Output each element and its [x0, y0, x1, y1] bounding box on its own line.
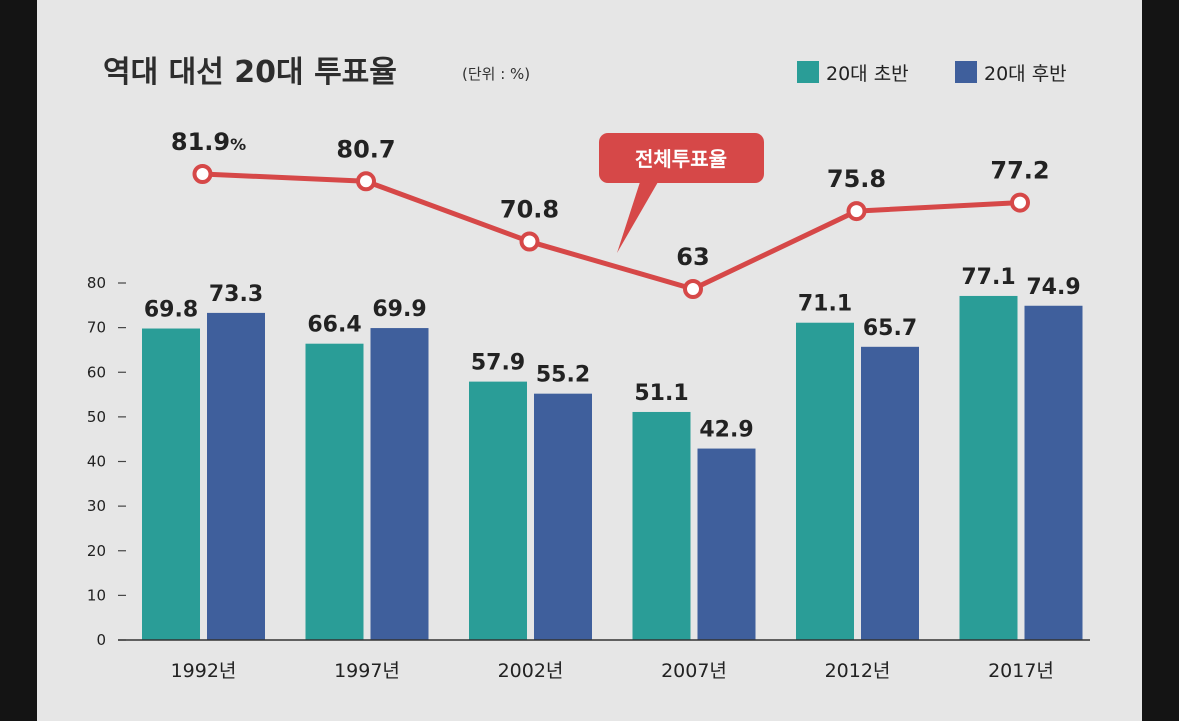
x-tick-label: 1992년 — [171, 660, 237, 682]
bars — [142, 295, 1083, 640]
bar-early-20s — [142, 328, 200, 640]
bar-value-label-late-20s: 69.9 — [372, 297, 426, 322]
total-turnout-value-label: 77.2 — [990, 157, 1049, 185]
bar-value-label-late-20s: 65.7 — [863, 316, 917, 341]
total-turnout-point — [192, 164, 213, 184]
bar-early-20s — [796, 322, 854, 640]
bar-value-label-late-20s: 73.3 — [209, 282, 263, 307]
bar-early-20s — [959, 295, 1018, 640]
y-tick-label: 10 — [87, 586, 106, 604]
bar-value-label-early-20s: 51.1 — [634, 381, 688, 406]
total-turnout-value-label: 81.9% — [171, 128, 246, 156]
bar-late-20s — [697, 448, 756, 640]
total-turnout-callout: 전체투표율 — [599, 133, 764, 253]
total-turnout-value-label: 75.8 — [827, 165, 886, 193]
bar-late-20s — [370, 328, 429, 640]
bar-value-label-late-20s: 74.9 — [1026, 275, 1080, 300]
callout-label: 전체투표율 — [635, 147, 727, 171]
legend-label-early-20s: 20대 초반 — [826, 63, 909, 85]
bar-early-20s — [469, 381, 527, 640]
x-tick-label: 2012년 — [825, 660, 891, 682]
bar-value-label-early-20s: 77.1 — [961, 265, 1015, 290]
y-tick-label: 60 — [87, 363, 106, 381]
bar-value-label-early-20s: 66.4 — [307, 313, 361, 338]
total-turnout-value-label: 63 — [676, 243, 709, 271]
bar-labels: 69.8 73.3 66.4 69.9 57.9 55.2 51.1 42.9 71.1 65.7… — [144, 265, 1081, 443]
total-turnout-point — [1010, 192, 1030, 213]
unit-label: (단위 : %) — [462, 65, 530, 83]
bar-value-label-early-20s: 71.1 — [798, 292, 852, 317]
x-tick-label: 2017년 — [988, 660, 1054, 682]
y-axis: 0 10 20 30 40 50 60 70 80 — [87, 274, 126, 649]
total-turnout-value-label: 70.8 — [500, 196, 559, 224]
total-turnout-line: 81.9% 80.7 70.8 63 75.8 77.2 — [171, 128, 1050, 299]
bar-value-label-late-20s: 55.2 — [536, 363, 590, 388]
bar-late-20s — [207, 312, 265, 640]
bar-late-20s — [534, 393, 592, 640]
y-tick-label: 0 — [96, 631, 106, 649]
bar-late-20s — [1024, 305, 1083, 640]
chart-title: 역대 대선 20대 투표율 — [103, 55, 397, 90]
y-tick-label: 50 — [87, 408, 106, 426]
y-tick-label: 40 — [87, 453, 106, 471]
total-turnout-value-label: 80.7 — [336, 135, 395, 163]
x-tick-label: 1997년 — [334, 660, 400, 682]
total-turnout-point — [846, 201, 867, 222]
y-tick-label: 30 — [87, 497, 106, 515]
bar-value-label-early-20s: 57.9 — [471, 351, 525, 376]
legend-swatch-late-20s — [955, 61, 977, 83]
bar-early-20s — [305, 343, 364, 640]
x-tick-label: 2002년 — [498, 660, 564, 682]
legend-label-late-20s: 20대 후반 — [984, 63, 1067, 85]
total-turnout-point — [519, 231, 540, 252]
x-tick-label: 2007년 — [661, 660, 727, 682]
y-tick-label: 80 — [87, 274, 106, 292]
bar-early-20s — [632, 411, 691, 640]
callout-pointer — [617, 182, 658, 253]
total-turnout-polyline — [202, 171, 1021, 292]
x-axis-labels: 1992년 1997년 2002년 2007년 2012년 2017년 — [171, 660, 1054, 682]
total-turnout-point — [683, 279, 703, 299]
bar-value-label-early-20s: 69.8 — [144, 298, 198, 323]
callout-box — [599, 133, 764, 183]
bar-value-label-late-20s: 42.9 — [699, 418, 753, 443]
y-tick-label: 20 — [87, 542, 106, 560]
legend: 20대 초반 20대 후반 — [797, 61, 1067, 85]
y-tick-label: 70 — [87, 319, 106, 337]
total-turnout-point — [356, 171, 376, 192]
legend-swatch-early-20s — [797, 61, 819, 83]
bar-late-20s — [861, 346, 919, 640]
